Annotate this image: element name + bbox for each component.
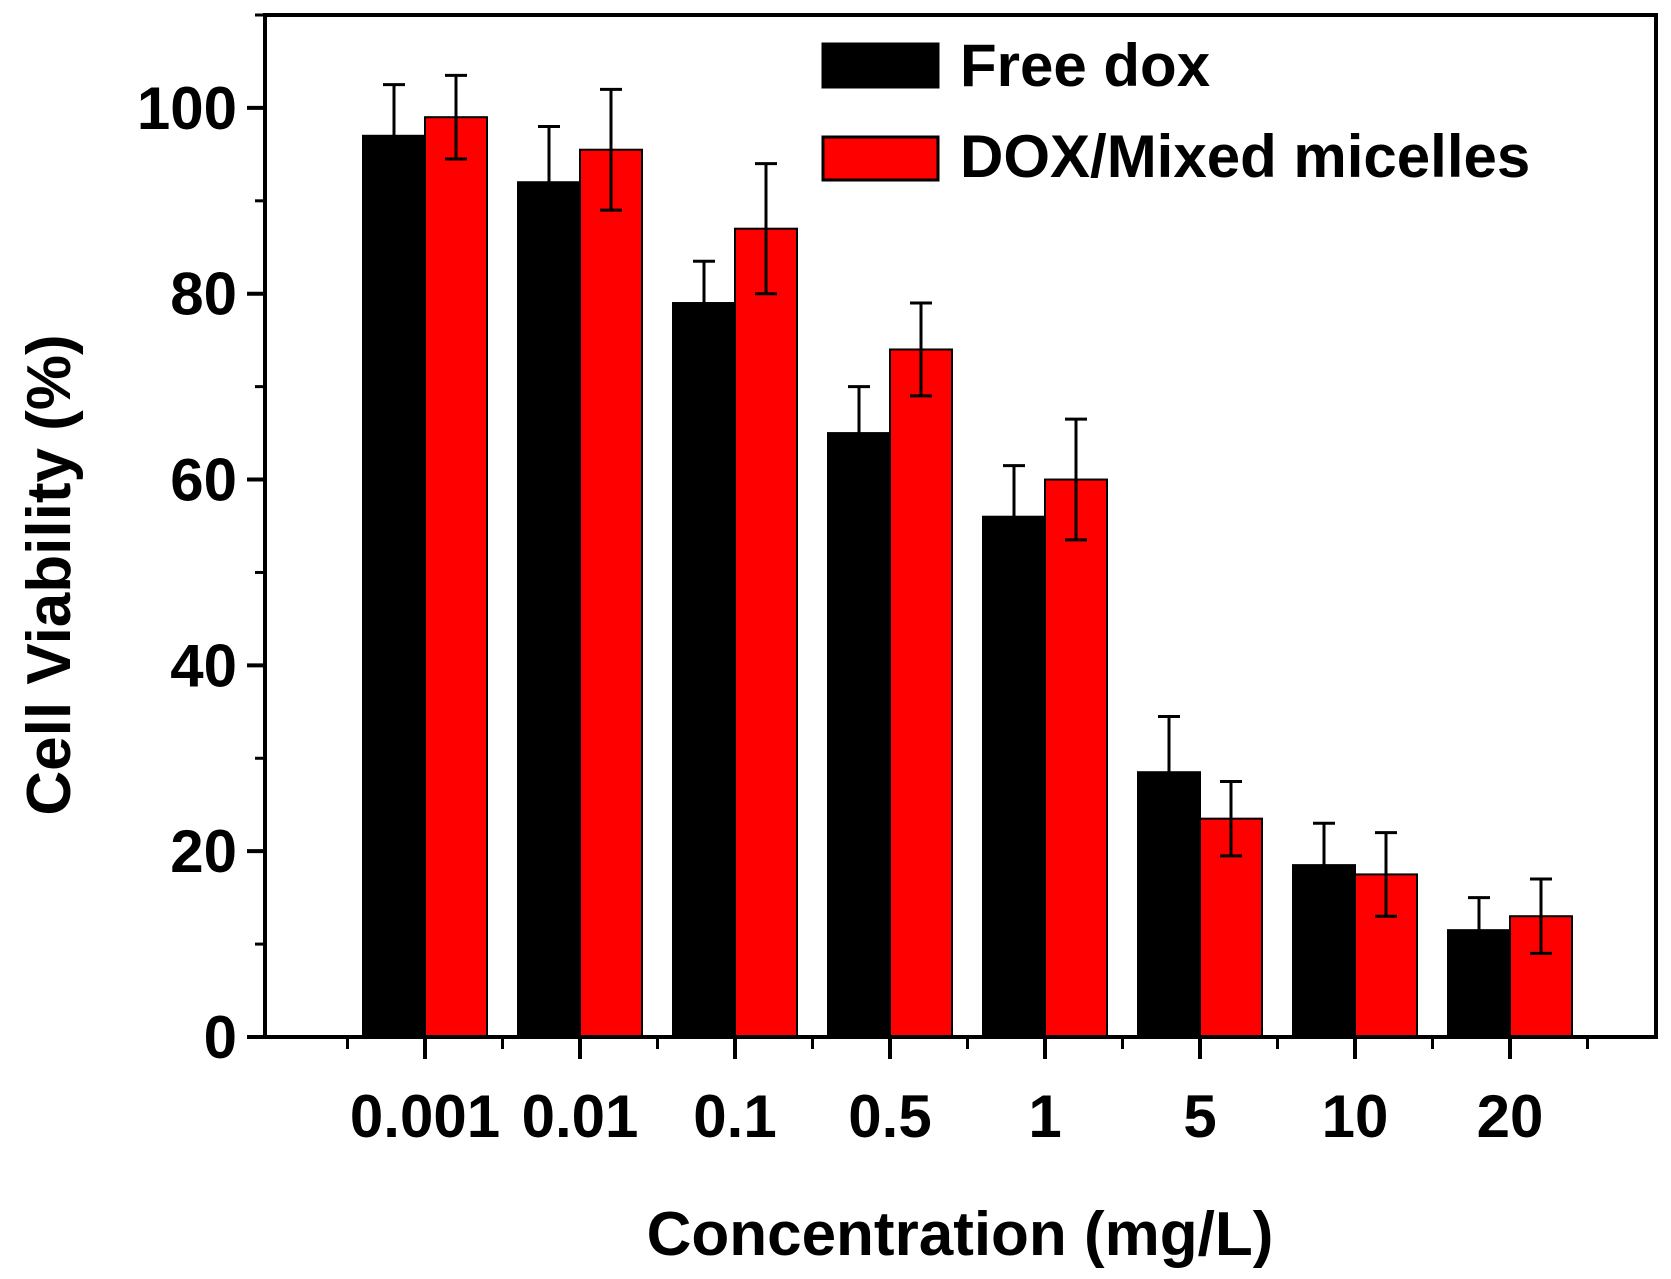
plot-frame bbox=[263, 13, 1658, 1039]
y-tick-label-40: 40 bbox=[170, 632, 237, 699]
error-bars-layer bbox=[383, 73, 1552, 965]
bar-series1-0.1 bbox=[734, 227, 798, 1038]
x-tick-label-10: 10 bbox=[1322, 1083, 1389, 1150]
x-tick-label-1: 1 bbox=[1028, 1083, 1061, 1150]
bar-series1-0.01 bbox=[579, 148, 643, 1038]
legend-swatch-dox-mixed-micelles bbox=[821, 135, 940, 182]
legend: Free dox DOX/Mixed micelles bbox=[821, 32, 1530, 190]
x-tick-label-0.5: 0.5 bbox=[848, 1083, 931, 1150]
legend-swatch-free-dox bbox=[821, 42, 940, 89]
x-tick-label-5: 5 bbox=[1183, 1083, 1216, 1150]
bar-series0-0.001 bbox=[362, 134, 426, 1039]
bar-series1-5 bbox=[1199, 817, 1263, 1038]
y-tick-label-100: 100 bbox=[137, 75, 237, 142]
y-tick-label-20: 20 bbox=[170, 818, 237, 885]
bar-series1-0.001 bbox=[424, 116, 488, 1038]
bar-series0-0.1 bbox=[672, 302, 736, 1038]
y-tick-label-80: 80 bbox=[170, 261, 237, 328]
legend-label-free-dox: Free dox bbox=[960, 32, 1210, 99]
y-axis: 0 20 40 60 80 100 bbox=[137, 13, 265, 1071]
x-tick-label-0.01: 0.01 bbox=[522, 1083, 639, 1150]
bar-series0-0.5 bbox=[827, 432, 891, 1039]
bar-series0-1 bbox=[982, 515, 1046, 1038]
legend-label-dox-mixed-micelles: DOX/Mixed micelles bbox=[960, 123, 1530, 190]
y-tick-label-60: 60 bbox=[170, 447, 237, 514]
x-tick-label-0.1: 0.1 bbox=[693, 1083, 776, 1150]
y-axis-title: Cell Viability (%) bbox=[15, 334, 84, 815]
bars-layer bbox=[362, 116, 1573, 1039]
x-tick-label-0.001: 0.001 bbox=[350, 1083, 500, 1150]
x-axis: 0.001 0.01 0.1 0.5 1 5 10 20 bbox=[346, 1037, 1589, 1150]
bar-series1-0.5 bbox=[889, 348, 953, 1038]
x-tick-label-20: 20 bbox=[1477, 1083, 1544, 1150]
y-tick-label-0: 0 bbox=[204, 1004, 237, 1071]
bar-series0-0.01 bbox=[517, 181, 581, 1038]
x-axis-title: Concentration (mg/L) bbox=[647, 1200, 1274, 1269]
bar-series1-1 bbox=[1044, 478, 1108, 1038]
